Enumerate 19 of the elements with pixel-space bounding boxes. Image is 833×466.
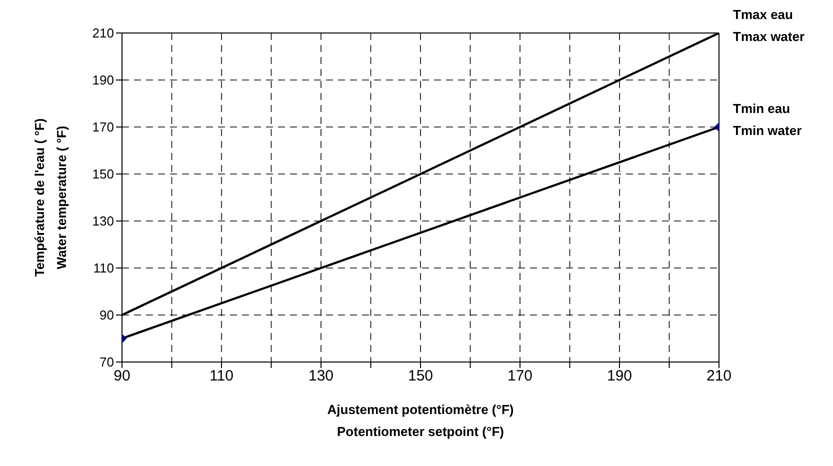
series-label: Tmin eau Tmin water: [733, 101, 802, 138]
x-tick-label: 190: [606, 368, 632, 385]
y-tick-label: 110: [93, 260, 114, 276]
y-tick-label: 170: [92, 120, 114, 135]
y-tick-label: 210: [92, 26, 114, 41]
x-tick-label: 130: [308, 368, 334, 385]
y-tick-label: 70: [100, 354, 114, 370]
x-tick-label: 210: [706, 368, 732, 385]
y-axis-title: Température de l'eau ( °F) Water temperature ( °F): [32, 118, 69, 277]
series-label: Tmax eau Tmax water: [733, 7, 805, 44]
x-tick-label: 170: [507, 368, 533, 385]
x-tick-label: 110: [210, 368, 234, 385]
x-tick-label: 90: [114, 368, 130, 385]
x-tick-label: 150: [408, 368, 434, 385]
y-tick-label: 190: [92, 72, 114, 88]
y-tick-label: 90: [100, 308, 114, 323]
x-axis-title: Ajustement potentiomètre (°F) Potentiometer setpoint (°F): [327, 402, 514, 439]
y-tick-label: 130: [92, 214, 114, 229]
y-tick-label: 150: [92, 166, 114, 182]
